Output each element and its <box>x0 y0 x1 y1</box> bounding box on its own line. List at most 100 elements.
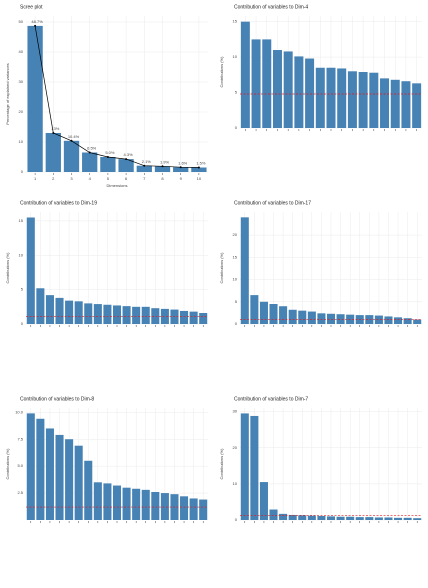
bar <box>103 304 112 324</box>
value-label: 4.3% <box>124 152 134 157</box>
bar <box>27 25 43 173</box>
bar <box>365 315 374 324</box>
bar <box>380 78 390 128</box>
y-tick-label: 5.0 <box>17 463 23 468</box>
bar <box>191 167 207 172</box>
x-tick-label: 2 <box>52 176 55 181</box>
value-label: 1.9% <box>160 159 170 164</box>
bar <box>122 487 131 520</box>
bar <box>84 303 93 324</box>
bar <box>240 21 250 129</box>
bar <box>65 300 74 324</box>
value-label: 1.5% <box>196 161 206 166</box>
bar <box>112 305 122 324</box>
bar <box>132 488 141 520</box>
bar <box>307 311 316 324</box>
bar <box>269 304 278 324</box>
bar <box>347 71 357 128</box>
bar <box>403 318 412 324</box>
bar <box>413 518 422 520</box>
bar <box>112 485 122 520</box>
bar <box>173 167 189 172</box>
y-axis-label: Contributions (%) <box>219 252 224 284</box>
y-tick-label: 15 <box>233 254 238 259</box>
bar <box>305 58 315 128</box>
y-tick-label: 40 <box>19 49 24 54</box>
bar <box>262 39 272 128</box>
x-tick-label: 7 <box>143 176 146 181</box>
bar <box>394 517 403 520</box>
scree-point <box>88 151 91 154</box>
bar <box>132 306 141 324</box>
y-tick-label: 15 <box>19 218 24 223</box>
bar <box>337 68 347 128</box>
x-tick-label: 4 <box>89 176 92 181</box>
bar <box>240 413 249 520</box>
bar <box>141 489 150 520</box>
scree-point <box>34 24 37 27</box>
bar <box>136 165 152 172</box>
y-axis-label: Contributions (%) <box>5 448 10 480</box>
bar <box>93 482 102 520</box>
y-tick-label: 7.5 <box>17 436 23 441</box>
bar <box>272 50 282 129</box>
bar <box>36 418 45 520</box>
bar <box>118 159 134 172</box>
chart-title: Scree plot <box>20 4 43 10</box>
scree-point <box>52 132 55 134</box>
value-label: 1.6% <box>178 160 188 165</box>
y-tick-label: 10 <box>19 252 24 257</box>
bar <box>294 56 304 129</box>
bar <box>390 79 400 128</box>
bar <box>317 313 326 324</box>
bar <box>394 317 403 324</box>
chart-title: Contribution of variables to Dim-7 <box>234 396 308 402</box>
y-tick-label: 20 <box>233 232 238 237</box>
bar <box>269 509 278 520</box>
bar <box>45 133 61 172</box>
bar <box>74 301 83 324</box>
bar <box>384 517 393 520</box>
bar <box>336 314 345 324</box>
value-label: 13% <box>51 126 59 131</box>
bar <box>151 308 160 324</box>
bar <box>288 309 297 324</box>
bar <box>384 316 393 324</box>
bar <box>199 313 208 324</box>
scree-point <box>70 139 73 142</box>
bar <box>346 516 355 520</box>
bar <box>326 313 336 324</box>
y-axis-label: Contributions (%) <box>219 56 224 88</box>
bar <box>251 39 261 128</box>
bar <box>189 498 198 520</box>
bar <box>55 297 64 324</box>
value-label: 5.0% <box>105 150 115 155</box>
bar <box>141 306 150 324</box>
bar <box>298 310 307 324</box>
y-tick-label: 5 <box>21 287 24 292</box>
scree-point <box>143 164 146 167</box>
bar <box>55 434 64 520</box>
y-tick-label: 0 <box>235 321 238 326</box>
bar <box>26 217 35 324</box>
y-tick-label: 5 <box>235 299 238 304</box>
y-tick-label: 2.5 <box>17 490 23 495</box>
bar <box>365 517 374 520</box>
y-tick-label: 20 <box>233 445 238 450</box>
bar <box>288 514 297 520</box>
scree-line <box>34 25 199 168</box>
chart-title: Contribution of variables to Dim-19 <box>20 200 97 206</box>
bar <box>412 83 422 128</box>
y-tick-label: 10 <box>19 139 24 144</box>
y-tick-label: 0 <box>21 321 24 326</box>
bar <box>374 517 383 520</box>
bar <box>401 81 411 128</box>
bar <box>317 516 326 520</box>
bar <box>74 445 83 520</box>
bar <box>45 295 54 324</box>
chart-title: Contribution of variables to Dim-4 <box>234 4 308 10</box>
y-tick-label: 0 <box>235 125 238 130</box>
value-label: 48.7% <box>31 19 43 24</box>
bar <box>82 152 98 172</box>
